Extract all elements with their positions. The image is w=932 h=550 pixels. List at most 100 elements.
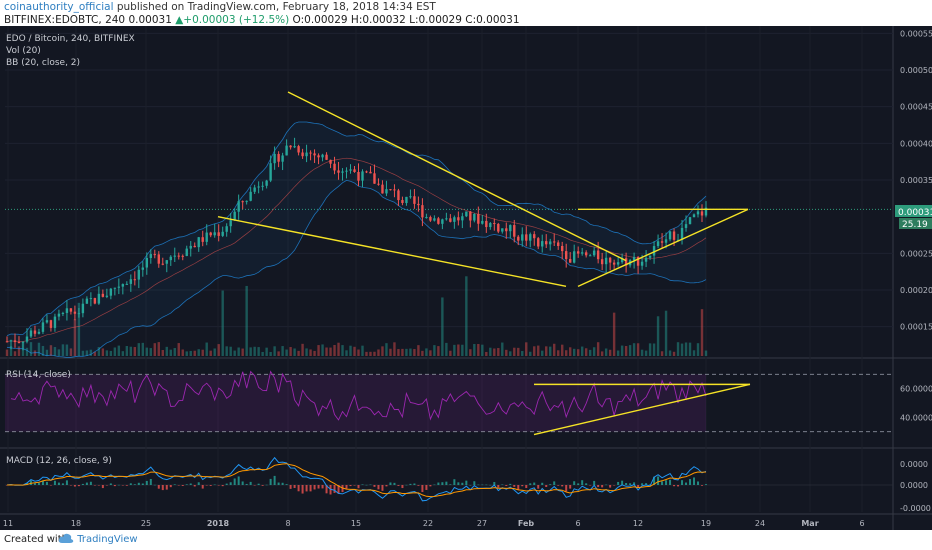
volume-bar [453,344,456,356]
volume-bar [133,347,137,356]
candle-body [165,260,168,264]
volume-bar [413,349,416,356]
candle-body [133,279,137,281]
candle-body [421,205,424,218]
macd-histogram-bar [293,485,296,489]
macd-histogram-bar [685,482,688,485]
macd-histogram-bar [617,481,620,485]
volume-bar [29,342,33,356]
candle-body [588,255,592,257]
candle-body [497,223,500,232]
volume-bar [305,348,308,356]
volume-bar [277,351,280,356]
volume-bar [628,345,632,356]
macd-histogram-bar [549,484,552,485]
macd-histogram-bar [637,485,640,488]
ohlc-values: O:0.00029 H:0.00032 L:0.00029 C:0.00031 [292,14,520,26]
x-tick-label: Mar [801,519,818,528]
macd-histogram-bar [61,483,64,485]
volume-bar [545,346,548,356]
candle-body [652,246,656,256]
volume-bar [129,346,133,356]
volume-bar [273,346,276,356]
chart-svg[interactable]: 0.00055 0.00050 0.00045 0.00040 0.00035 0.000… [0,26,932,530]
candle-body [541,241,544,247]
macd-histogram-bar [6,485,8,486]
candle-body [185,248,188,256]
candle-body [660,241,664,243]
volume-bar [261,351,264,356]
volume-bar [608,349,612,356]
macd-histogram-bar [341,485,344,493]
candle-body [680,227,684,240]
bb-lower [6,179,707,358]
macd-histogram-bar [53,480,56,485]
candle-body [533,234,536,239]
candle-body [501,228,504,232]
volume-bar [365,351,368,356]
volume-bar [553,343,556,356]
macd-histogram-bar [33,483,36,485]
candle-body [97,293,101,304]
macd-histogram-bar [221,485,224,487]
volume-bar [333,344,336,356]
volume-bar [596,342,600,356]
legend-volume: Vol (20) [6,46,41,56]
candle-body [409,196,412,198]
candle-body [73,311,77,314]
volume-bar [696,343,700,356]
macd-histogram-bar [497,485,500,488]
volume-bar [588,349,592,356]
author-link[interactable]: coinauthority_official [4,1,114,13]
volume-bar [533,346,536,356]
volume-bar [121,351,125,356]
macd-histogram-bar [45,481,48,485]
volume-bar [648,343,652,356]
candle-body [157,254,160,264]
macd-histogram-bar [373,485,376,487]
volume-bar [101,348,105,356]
candle-body [616,262,620,265]
candle-body [281,155,284,162]
macd-histogram-bar [173,484,176,485]
macd-histogram-bar [105,485,108,486]
macd-histogram-bar [205,485,208,486]
volume-bar [193,350,196,356]
candle-body [477,213,480,224]
volume-bar [489,347,492,356]
candle-body [345,170,348,172]
tradingview-logo[interactable]: TradingView [58,533,138,545]
candle-body [401,200,404,204]
candle-body [572,251,576,263]
bollinger-bands [6,121,707,358]
macd-histogram-bar [381,485,384,491]
macd-histogram-bar [141,483,144,485]
volume-bar [385,343,388,356]
volume-bar [237,347,240,356]
macd-histogram-bar [209,485,212,486]
legend-bollinger: BB (20, close, 2) [6,58,80,68]
macd-histogram-bar [333,485,336,493]
macd-histogram-bar [465,480,468,485]
candle-body [129,279,133,284]
candle-body [325,154,328,160]
candle-body [509,225,512,232]
volume-bar [245,285,248,356]
volume-bar [145,347,148,356]
candle-body [321,154,324,158]
candle-body [233,211,236,221]
candle-body [377,183,380,185]
bb-basis [6,157,707,342]
macd-histogram-bar [589,485,592,486]
macd-histogram-bar [437,482,440,485]
candle-body [700,211,704,216]
volume-tag [899,218,932,229]
candle-body [608,257,612,263]
volume-bar [113,347,117,356]
candle-body [389,189,392,191]
macd-histogram-bar [689,479,692,485]
chart-area[interactable]: 0.00055 0.00050 0.00045 0.00040 0.00035 0.000… [0,26,932,530]
macd-histogram-bar [197,482,200,485]
macd-histogram-bar [697,481,700,485]
candle-body [249,191,252,201]
